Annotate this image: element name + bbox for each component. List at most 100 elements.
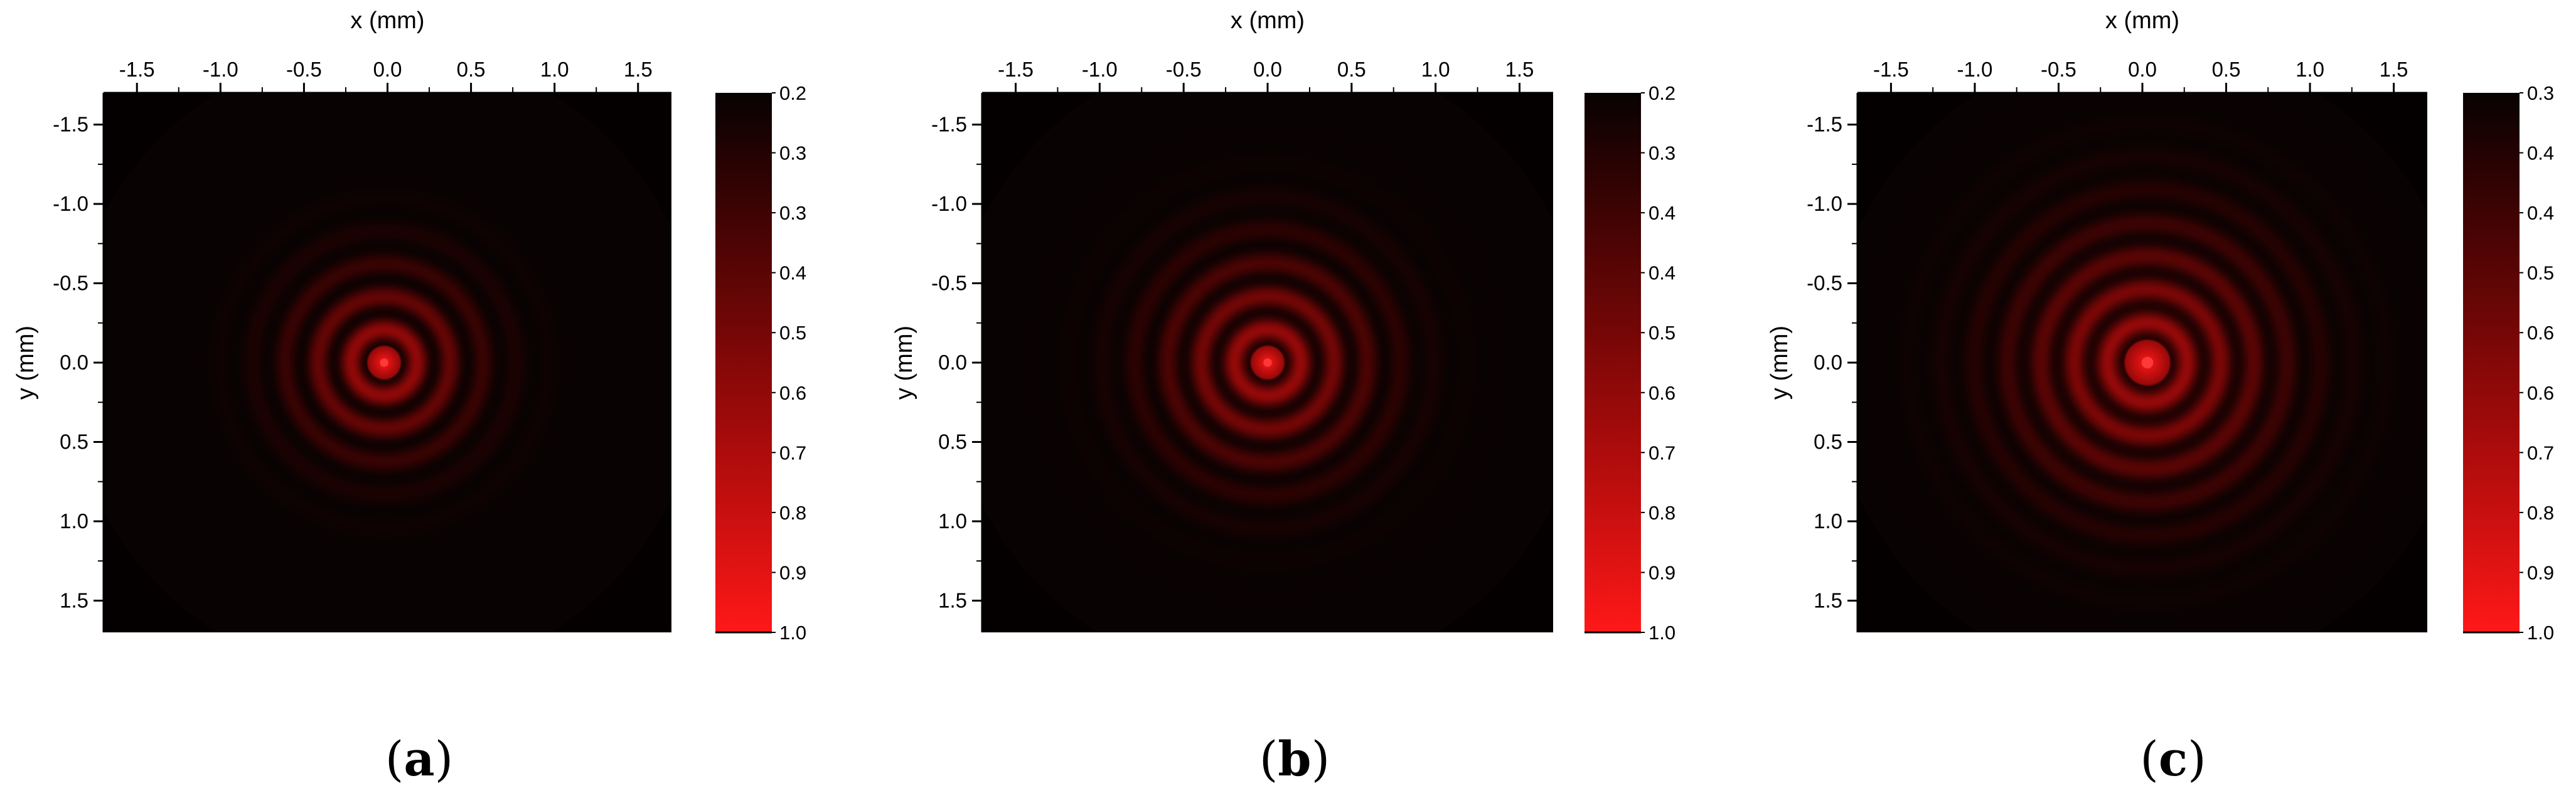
panel-a: -1.5 -1.0 -0.5 0.0 0.5 1.0 1.5 -1.5 -1.0 -0.5 0.0 0… [13, 8, 806, 644]
caption-open-paren: ( [1259, 731, 1278, 787]
x-tick-label: 1.0 [540, 58, 569, 81]
y-tick-label: 0.0 [938, 351, 967, 374]
caption-open-paren: ( [2140, 731, 2159, 787]
x-tick-label: 1.5 [624, 58, 653, 81]
caption-open-paren: ( [385, 731, 404, 787]
panel-c: -1.5 -1.0 -0.5 0.0 0.5 1.0 1.5 -1.5 -1.0 -0.5 0.0 0… [1766, 8, 2554, 644]
y-tick-label: 0.5 [1814, 430, 1842, 453]
x-tick-label: 0.5 [2212, 58, 2241, 81]
colorbar-tick-label: 0.6 [1649, 382, 1675, 404]
colorbar-tick-label: 0.3 [1649, 142, 1675, 164]
y-axis-label: y (mm) [13, 326, 39, 400]
y-tick-label: -0.5 [1807, 272, 1842, 295]
x-axis-label: x (mm) [1231, 8, 1305, 34]
y-tick-label: 1.5 [938, 588, 967, 612]
caption-close-paren: ) [434, 731, 454, 787]
y-tick-label: 0.0 [60, 351, 88, 374]
colorbar-tick-label: 0.8 [1649, 502, 1675, 524]
colorbar-tick-label: 0.7 [1649, 442, 1675, 464]
x-tick-label: 1.5 [1505, 58, 1534, 81]
colorbar [1585, 93, 1641, 632]
y-tick-label: 0.0 [1814, 351, 1842, 374]
colorbar-tick-label: 0.8 [2527, 502, 2554, 524]
caption-letter: c [2158, 731, 2188, 787]
x-tick-label: -0.5 [1166, 58, 1202, 81]
colorbar-tick-label: 0.4 [2527, 142, 2554, 164]
x-tick-label: -0.5 [286, 58, 322, 81]
y-tick-label: 1.5 [60, 588, 88, 612]
colorbar-tick-label: 0.3 [779, 202, 806, 224]
y-tick-label: -1.5 [931, 113, 967, 136]
y-tick-label: 0.5 [60, 430, 88, 453]
colorbar-tick-label: 0.4 [1649, 202, 1675, 224]
colorbar-tick-label: 0.6 [2527, 382, 2554, 404]
colorbar-tick-label: 0.4 [779, 262, 806, 284]
panel-caption-b: (b) [1232, 731, 1357, 787]
x-tick-label: 0.0 [2128, 58, 2157, 81]
y-tick-label: 1.0 [938, 509, 967, 533]
y-tick-label: -0.5 [53, 272, 88, 295]
y-tick-label: -1.5 [53, 113, 88, 136]
y-tick-label: -1.0 [53, 192, 88, 215]
x-tick-label: 1.0 [1421, 58, 1450, 81]
caption-close-paren: ) [2188, 731, 2206, 787]
colorbar-tick-label: 0.7 [2527, 442, 2554, 464]
y-tick-label: 1.0 [1814, 509, 1842, 533]
y-axis-label: y (mm) [891, 326, 917, 400]
x-tick-label: -1.5 [119, 58, 155, 81]
colorbar-tick-label: 0.9 [1649, 561, 1675, 583]
panel-caption-a: (a) [356, 731, 482, 787]
colorbar-tick-label: 0.3 [779, 142, 806, 164]
beam-center-spot [2141, 356, 2154, 369]
caption-letter: b [1278, 731, 1312, 787]
y-tick-label: 1.5 [1814, 588, 1842, 612]
y-tick-label: -0.5 [931, 272, 967, 295]
colorbar-tick-label: 0.2 [1649, 82, 1675, 104]
caption-close-paren: ) [1311, 731, 1330, 787]
x-axis-label: x (mm) [2105, 8, 2179, 34]
colorbar-tick-label: 0.8 [779, 502, 806, 524]
colorbar-tick-label: 0.3 [2527, 82, 2554, 104]
panel-b: -1.5 -1.0 -0.5 0.0 0.5 1.0 1.5 -1.5 -1.0 -0.5 0.0 0… [891, 8, 1675, 644]
x-tick-label: -1.5 [1873, 58, 1909, 81]
x-tick-label: 1.5 [2380, 58, 2408, 81]
x-tick-label: -0.5 [2041, 58, 2076, 81]
y-tick-label: -1.5 [1807, 113, 1842, 136]
colorbar-tick-label: 0.5 [779, 322, 806, 344]
colorbar-tick-label: 0.2 [779, 82, 806, 104]
y-axis-label: y (mm) [1766, 326, 1793, 400]
x-tick-label: 0.5 [457, 58, 486, 81]
colorbar-tick-label: 0.5 [2527, 262, 2554, 284]
colorbar-tick-label: 0.4 [2527, 202, 2554, 224]
colorbar-tick-label: 1.0 [779, 622, 806, 644]
x-tick-label: -1.0 [203, 58, 238, 81]
colorbar-tick-label: 0.6 [2527, 322, 2554, 344]
panel-caption-c: (c) [2110, 731, 2236, 787]
x-tick-label: -1.0 [1082, 58, 1118, 81]
colorbar-tick-label: 0.7 [779, 442, 806, 464]
colorbar-tick-label: 0.6 [779, 382, 806, 404]
y-tick-label: -1.0 [931, 192, 967, 215]
x-axis-label: x (mm) [350, 8, 424, 34]
colorbar-tick-label: 1.0 [1649, 622, 1675, 644]
beam-center-spot [1263, 358, 1272, 367]
x-tick-label: -1.5 [998, 58, 1034, 81]
x-tick-label: 0.5 [1337, 58, 1366, 81]
x-tick-label: 1.0 [2295, 58, 2324, 81]
x-tick-label: -1.0 [1957, 58, 1993, 81]
beam-center-spot [380, 358, 388, 367]
colorbar-tick-label: 0.9 [2527, 561, 2554, 583]
colorbar-tick-label: 0.4 [1649, 262, 1675, 284]
x-tick-label: 0.0 [1253, 58, 1282, 81]
colorbar-tick-label: 1.0 [2527, 622, 2554, 644]
y-tick-label: 0.5 [938, 430, 967, 453]
y-tick-label: 1.0 [60, 509, 88, 533]
colorbar-tick-label: 0.5 [1649, 322, 1675, 344]
colorbar-tick-label: 0.9 [779, 561, 806, 583]
x-tick-label: 0.0 [373, 58, 402, 81]
y-tick-label: -1.0 [1807, 192, 1842, 215]
caption-letter: a [404, 731, 435, 787]
colorbar [715, 93, 772, 632]
colorbar [2463, 93, 2520, 632]
